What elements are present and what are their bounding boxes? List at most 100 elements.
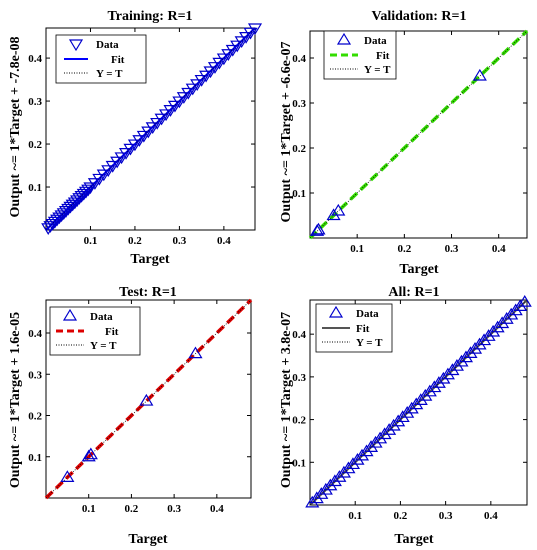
data-point <box>336 465 351 478</box>
data-point <box>332 470 347 482</box>
data-point <box>513 299 528 312</box>
data-point <box>454 354 469 367</box>
data-point <box>212 57 227 70</box>
data-point <box>110 156 125 169</box>
data-point <box>203 66 218 79</box>
panel-title: Validation: R=1 <box>372 9 467 24</box>
data-point <box>76 188 91 201</box>
data-point <box>132 135 147 147</box>
data-point <box>216 53 231 66</box>
legend-data-marker <box>328 305 344 318</box>
data-point <box>440 367 455 380</box>
data-point <box>404 401 419 414</box>
data-point <box>81 184 96 197</box>
legend-label-fit: Fit <box>376 50 390 62</box>
data-point <box>458 350 474 363</box>
plot-area: 0.1 0.2 0.3 0.4 0.1 0.2 0.3 0.4 <box>292 29 529 255</box>
legend: Data Fit Y = T <box>49 306 141 356</box>
legend-label-identity: Y = T <box>356 337 383 349</box>
data-point <box>395 410 410 423</box>
data-point <box>118 148 134 160</box>
legend-label-fit: Fit <box>111 54 125 66</box>
legend-label-fit: Fit <box>105 326 119 338</box>
data-point <box>247 23 263 36</box>
data-point <box>234 36 249 49</box>
legend-label-identity: Y = T <box>90 340 117 352</box>
data-point <box>490 320 505 333</box>
all-panel: All: R=1 Target Output ~= 1*Target + 3.8… <box>279 285 532 547</box>
y-tick-label: 0.3 <box>292 372 306 384</box>
data-point <box>163 105 178 117</box>
x-tick-label: 0.2 <box>125 503 139 515</box>
data-point <box>409 397 424 410</box>
legend-label-fit: Fit <box>356 323 370 335</box>
data-point <box>101 165 116 177</box>
data-point <box>81 449 96 462</box>
data-point <box>418 388 433 401</box>
data-point <box>359 444 374 457</box>
data-point <box>154 113 169 126</box>
y-tick-label: 0.3 <box>28 96 42 108</box>
y-axis-label: Output ~= 1*Target + -7.8e-08 <box>8 37 23 218</box>
data-point <box>52 212 67 225</box>
data-point <box>72 193 87 205</box>
data-point <box>467 341 483 354</box>
data-point <box>63 201 78 214</box>
data-point <box>83 182 98 195</box>
x-axis-label: Target <box>130 252 169 267</box>
legend-label-data: Data <box>356 308 379 320</box>
data-point <box>221 49 236 61</box>
x-tick-label: 0.3 <box>167 503 181 515</box>
y-tick-label: 0.3 <box>292 98 306 110</box>
data-point <box>517 294 532 307</box>
data-point <box>449 359 464 371</box>
x-tick-label: 0.2 <box>397 243 411 255</box>
y-tick-label: 0.2 <box>28 411 42 423</box>
data-point <box>386 418 401 431</box>
data-point <box>67 197 82 210</box>
data-point <box>504 307 519 320</box>
y-axis-label: Output ~= 1*Target + 3.8e-07 <box>279 312 294 488</box>
x-tick-label: 0.3 <box>445 243 459 255</box>
data-point <box>185 83 200 96</box>
x-tick-label: 0.1 <box>348 510 362 522</box>
data-point <box>65 199 80 212</box>
data-point <box>70 195 85 208</box>
x-tick-label: 0.4 <box>210 503 224 515</box>
data-point <box>167 100 183 113</box>
data-point <box>327 474 342 487</box>
data-point <box>78 186 94 199</box>
fit-line <box>308 29 529 240</box>
data-point <box>181 87 196 100</box>
data-point <box>427 380 442 393</box>
data-point <box>114 152 129 165</box>
legend-box <box>49 306 141 356</box>
legend-label-data: Data <box>96 39 119 51</box>
data-point <box>74 191 89 203</box>
test-panel: Test: R=1 Target Output ~= 1*Target + 1.… <box>8 285 253 547</box>
plot-area: 0.1 0.2 0.3 0.4 0.1 0.2 0.3 0.4 <box>28 298 253 515</box>
data-point <box>314 487 329 499</box>
y-tick-label: 0.2 <box>292 415 306 427</box>
y-tick-label: 0.4 <box>28 53 42 65</box>
x-tick-label: 0.3 <box>173 235 187 247</box>
data-point <box>60 470 75 482</box>
training-panel: Training: R=1 Target Output ~= 1*Target … <box>8 9 263 267</box>
data-point <box>188 346 203 359</box>
y-axis-label: Output ~= 1*Target + 1.6e-05 <box>8 312 23 488</box>
data-point <box>150 117 165 130</box>
panel-title: Test: R=1 <box>119 285 177 300</box>
x-tick-label: 0.2 <box>394 510 408 522</box>
data-point <box>431 376 446 388</box>
data-point <box>413 393 428 405</box>
y-tick-label: 0.1 <box>28 182 42 194</box>
data-point <box>341 461 356 474</box>
x-axis-label: Target <box>394 532 433 547</box>
data-point <box>207 62 223 74</box>
data-point <box>400 406 415 418</box>
data-point <box>54 210 69 223</box>
y-tick-label: 0.1 <box>28 452 42 464</box>
data-point <box>331 203 346 216</box>
data-point <box>311 222 326 235</box>
